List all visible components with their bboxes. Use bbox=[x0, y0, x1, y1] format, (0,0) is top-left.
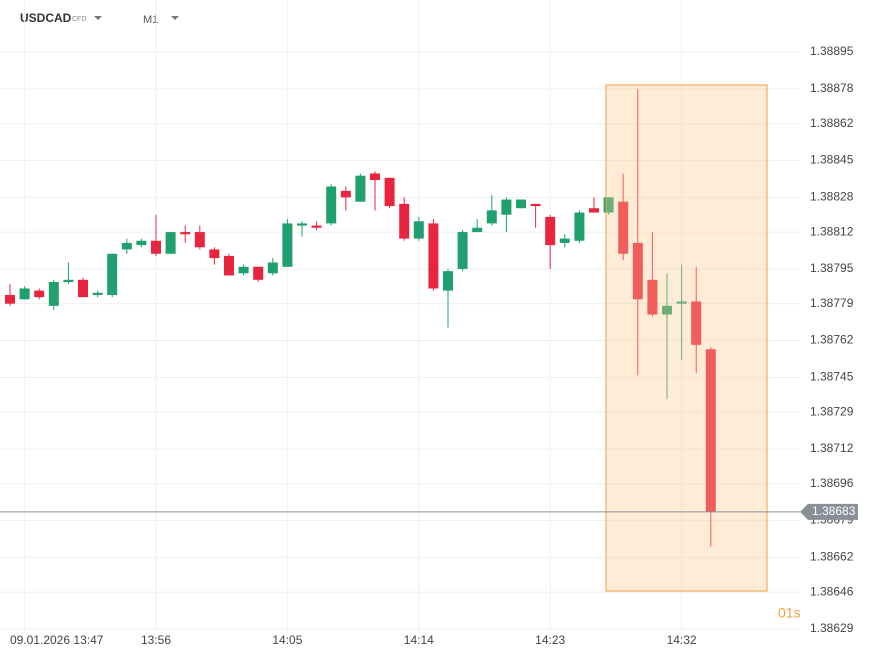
symbol[interactable]: USDCAD bbox=[20, 11, 72, 25]
candle-body bbox=[472, 227, 483, 233]
y-tick-label: 1.38696 bbox=[810, 476, 854, 490]
y-tick-label: 1.38662 bbox=[810, 550, 854, 564]
candle-body bbox=[165, 232, 176, 254]
symbol-type: CFD bbox=[72, 16, 86, 23]
y-tick-label: 1.38729 bbox=[810, 404, 854, 418]
candle-body bbox=[282, 223, 293, 267]
grid bbox=[0, 0, 800, 632]
y-tick-label: 1.38845 bbox=[810, 153, 854, 167]
candle-body bbox=[399, 203, 410, 239]
timeframe[interactable]: M1 bbox=[143, 14, 158, 26]
candle-body bbox=[676, 301, 687, 304]
x-tick-label: 13:56 bbox=[141, 633, 171, 647]
y-tick-label: 1.38629 bbox=[810, 621, 854, 635]
candle-body bbox=[63, 279, 74, 282]
candle-body bbox=[632, 242, 643, 300]
candle-body bbox=[559, 238, 570, 243]
candle-body bbox=[253, 266, 264, 280]
x-tick-label: 14:05 bbox=[272, 633, 302, 647]
candle-body bbox=[78, 279, 88, 298]
y-tick-label: 1.38878 bbox=[810, 81, 854, 95]
axis: 1.38895 1.38878 1.38862 1.38845 1.38828 1.388… bbox=[0, 44, 858, 647]
current-price-tag bbox=[800, 503, 858, 520]
candle-body bbox=[5, 294, 15, 304]
symbol-caret[interactable] bbox=[94, 16, 102, 20]
candle-body bbox=[209, 249, 220, 259]
candle-body bbox=[19, 288, 30, 300]
y-tick-label: 1.38762 bbox=[810, 333, 854, 347]
candle-body bbox=[224, 255, 234, 276]
countdown: 01s bbox=[778, 605, 801, 621]
candle-body bbox=[589, 208, 599, 213]
candle-body bbox=[92, 292, 103, 295]
candle-body bbox=[545, 216, 556, 246]
candle-body bbox=[326, 186, 337, 224]
x-tick-label: 14:32 bbox=[667, 633, 697, 647]
candle-body bbox=[574, 212, 585, 241]
candle-body bbox=[297, 223, 307, 226]
header: USDCAD CFD M1 bbox=[20, 11, 179, 26]
candle-body bbox=[194, 232, 205, 248]
y-tick-label: 1.38646 bbox=[810, 584, 854, 598]
y-tick-label: 1.38828 bbox=[810, 190, 854, 204]
candle-body bbox=[48, 281, 59, 306]
y-tick-label: 1.38812 bbox=[810, 224, 854, 238]
candle-body bbox=[516, 199, 526, 209]
candle-body bbox=[705, 349, 716, 512]
highlight-zone bbox=[605, 84, 768, 592]
candle-body bbox=[618, 201, 629, 254]
x-tick-label: 14:23 bbox=[535, 633, 565, 647]
candle-body bbox=[121, 242, 132, 250]
candle-body bbox=[180, 232, 191, 235]
candle-body bbox=[662, 305, 672, 315]
candle-body bbox=[151, 240, 161, 254]
candle-body bbox=[370, 173, 380, 181]
y-tick-label: 1.38779 bbox=[810, 296, 854, 310]
candle-body bbox=[107, 253, 118, 295]
candle-body bbox=[530, 203, 541, 207]
candle-body bbox=[647, 279, 658, 315]
candle-body bbox=[136, 240, 147, 246]
y-tick-label: 1.38745 bbox=[810, 370, 854, 384]
candle-body bbox=[428, 223, 439, 289]
x-tick-label: 14:14 bbox=[404, 633, 434, 647]
y-tick-label: 1.38712 bbox=[810, 441, 854, 455]
y-tick-label: 1.38895 bbox=[810, 44, 854, 58]
candle-body bbox=[355, 175, 366, 202]
candle-body bbox=[384, 177, 395, 207]
timeframe-caret[interactable] bbox=[171, 16, 179, 20]
x-tick-label: 09.01.2026 13:47 bbox=[10, 633, 104, 647]
candle-body bbox=[340, 190, 351, 198]
candle-body bbox=[413, 221, 424, 239]
candle-body bbox=[443, 271, 453, 291]
candles bbox=[5, 88, 716, 547]
candle-body bbox=[34, 290, 45, 298]
candle-body bbox=[691, 301, 702, 345]
y-tick-label: 1.38795 bbox=[810, 261, 854, 275]
candle-body bbox=[238, 266, 249, 274]
candle-body bbox=[486, 210, 497, 224]
y-tick-label: 1.38862 bbox=[810, 116, 854, 130]
candle-body bbox=[267, 262, 278, 274]
candle-body bbox=[311, 225, 322, 228]
candle-body bbox=[603, 197, 614, 213]
candle-body bbox=[501, 199, 512, 215]
current-price-label: 1.38683 bbox=[812, 504, 856, 518]
candle-body bbox=[457, 232, 468, 269]
